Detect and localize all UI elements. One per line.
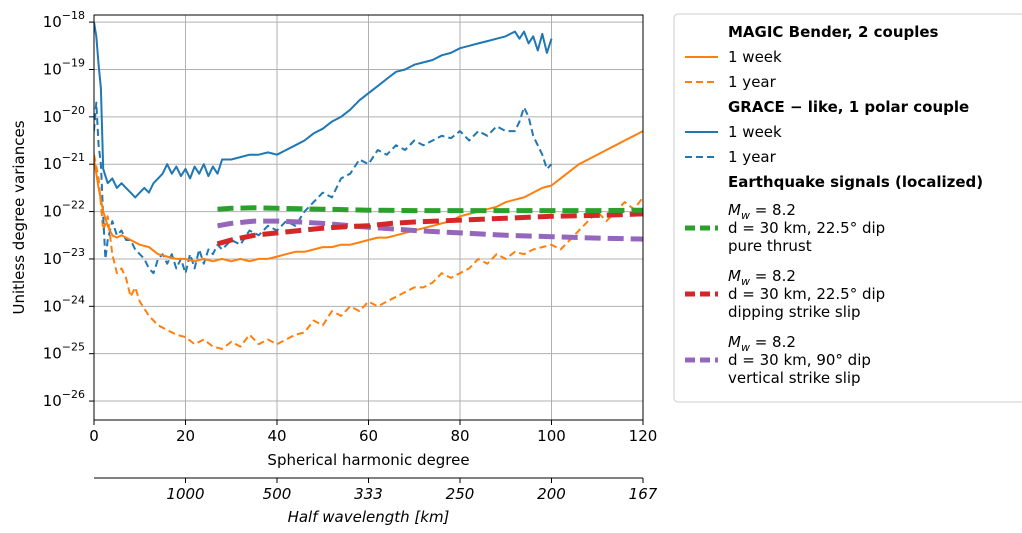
series-line-magic-week bbox=[94, 130, 643, 263]
y-axis-title: Unitless degree variances bbox=[10, 120, 28, 314]
y-tick-base: 10 bbox=[43, 297, 62, 315]
series-line-eq-dipping bbox=[216, 211, 643, 247]
y-tick-base: 10 bbox=[43, 250, 62, 268]
legend-mw-value: = 8.2 bbox=[750, 201, 796, 219]
legend-mw-label: Mw = 8.2 bbox=[728, 201, 796, 222]
y-tick-base: 10 bbox=[43, 108, 62, 126]
legend-mw-symbol: M bbox=[728, 267, 741, 285]
secondary-tick-label: 500 bbox=[263, 485, 292, 503]
y-tick-exponent: −22 bbox=[62, 199, 85, 212]
y-tick-exponent: −18 bbox=[62, 9, 85, 22]
secondary-axis-title: Half wavelength [km] bbox=[288, 508, 450, 526]
legend-entry-line: d = 30 km, 22.5° dip bbox=[728, 219, 885, 237]
legend-mw-subscript: w bbox=[741, 341, 750, 354]
legend-group-title: MAGIC Bender, 2 couples bbox=[728, 23, 939, 41]
y-tick-label: 10−18 bbox=[43, 9, 85, 31]
y-tick-exponent: −26 bbox=[62, 388, 85, 401]
legend-mw-value: = 8.2 bbox=[750, 333, 796, 351]
y-tick-base: 10 bbox=[43, 155, 62, 173]
axes: 0 20 40 60 80 100 12010−1810−1910−2010−2110−22… bbox=[43, 9, 658, 445]
y-tick-exponent: −24 bbox=[62, 293, 85, 306]
y-tick-label: 10−19 bbox=[43, 56, 85, 78]
legend-mw-subscript: w bbox=[741, 275, 750, 288]
y-tick-label: 10−25 bbox=[43, 341, 85, 363]
series-line-grace-year bbox=[94, 101, 553, 275]
legend-entry-label: 1 year bbox=[728, 73, 777, 91]
legend-entry-line: d = 30 km, 22.5° dip bbox=[728, 285, 885, 303]
legend-entry-line: pure thrust bbox=[728, 237, 812, 255]
y-tick-exponent: −23 bbox=[62, 246, 85, 259]
secondary-tick-label: 200 bbox=[537, 485, 566, 503]
y-tick-exponent: −21 bbox=[62, 151, 85, 164]
x-tick-label: 20 bbox=[176, 427, 195, 445]
y-tick-base: 10 bbox=[43, 203, 62, 221]
legend-entry-line: vertical strike slip bbox=[728, 369, 861, 387]
y-tick-label: 10−21 bbox=[43, 151, 85, 173]
plot-series bbox=[94, 21, 643, 350]
x-tick-label: 0 bbox=[89, 427, 99, 445]
y-tick-base: 10 bbox=[43, 60, 62, 78]
secondary-tick-label: 250 bbox=[446, 485, 475, 503]
x-tick-label: 100 bbox=[537, 427, 566, 445]
y-tick-base: 10 bbox=[43, 13, 62, 31]
secondary-tick-label: 1000 bbox=[166, 485, 204, 503]
legend-mw-symbol: M bbox=[728, 201, 741, 219]
legend-entry-label: 1 week bbox=[728, 48, 782, 66]
y-tick-exponent: −20 bbox=[62, 104, 85, 117]
y-tick-label: 10−22 bbox=[43, 199, 85, 221]
x-tick-label: 60 bbox=[359, 427, 378, 445]
legend: MAGIC Bender, 2 couples 1 week 1 year GRACE… bbox=[673, 13, 1022, 403]
series-line-magic-year bbox=[94, 154, 643, 350]
legend-mw-subscript: w bbox=[741, 209, 750, 222]
legend-entry-line: d = 30 km, 90° dip bbox=[728, 351, 871, 369]
legend-entry-line: dipping strike slip bbox=[728, 303, 861, 321]
legend-entry-label: 1 week bbox=[728, 123, 782, 141]
legend-mw-symbol: M bbox=[728, 333, 741, 351]
y-tick-exponent: −19 bbox=[62, 56, 85, 69]
secondary-axis: 1000 500 333 250 200 167 bbox=[94, 477, 658, 503]
y-tick-label: 10−26 bbox=[43, 388, 85, 410]
legend-entry-label: 1 year bbox=[728, 148, 777, 166]
legend-mw-label: Mw = 8.2 bbox=[728, 333, 796, 354]
y-tick-label: 10−24 bbox=[43, 293, 85, 315]
y-tick-label: 10−23 bbox=[43, 246, 85, 268]
secondary-tick-label: 333 bbox=[354, 485, 383, 503]
y-tick-exponent: −25 bbox=[62, 341, 85, 354]
x-axis-title: Spherical harmonic degree bbox=[267, 451, 469, 469]
legend-mw-value: = 8.2 bbox=[750, 267, 796, 285]
series-line-grace-week bbox=[94, 21, 553, 199]
legend-group-title: Earthquake signals (localized) bbox=[728, 173, 983, 191]
grid bbox=[93, 15, 644, 420]
x-tick-label: 120 bbox=[629, 427, 658, 445]
x-tick-label: 40 bbox=[267, 427, 286, 445]
legend-mw-label: Mw = 8.2 bbox=[728, 267, 796, 288]
y-tick-base: 10 bbox=[43, 392, 62, 410]
legend-group-title: GRACE − like, 1 polar couple bbox=[728, 98, 969, 116]
x-tick-label: 80 bbox=[450, 427, 469, 445]
series-line-eq-thrust bbox=[217, 205, 643, 214]
y-tick-label: 10−20 bbox=[43, 104, 85, 126]
legend-box bbox=[673, 13, 1022, 403]
y-tick-base: 10 bbox=[43, 345, 62, 363]
secondary-tick-label: 167 bbox=[629, 485, 658, 503]
